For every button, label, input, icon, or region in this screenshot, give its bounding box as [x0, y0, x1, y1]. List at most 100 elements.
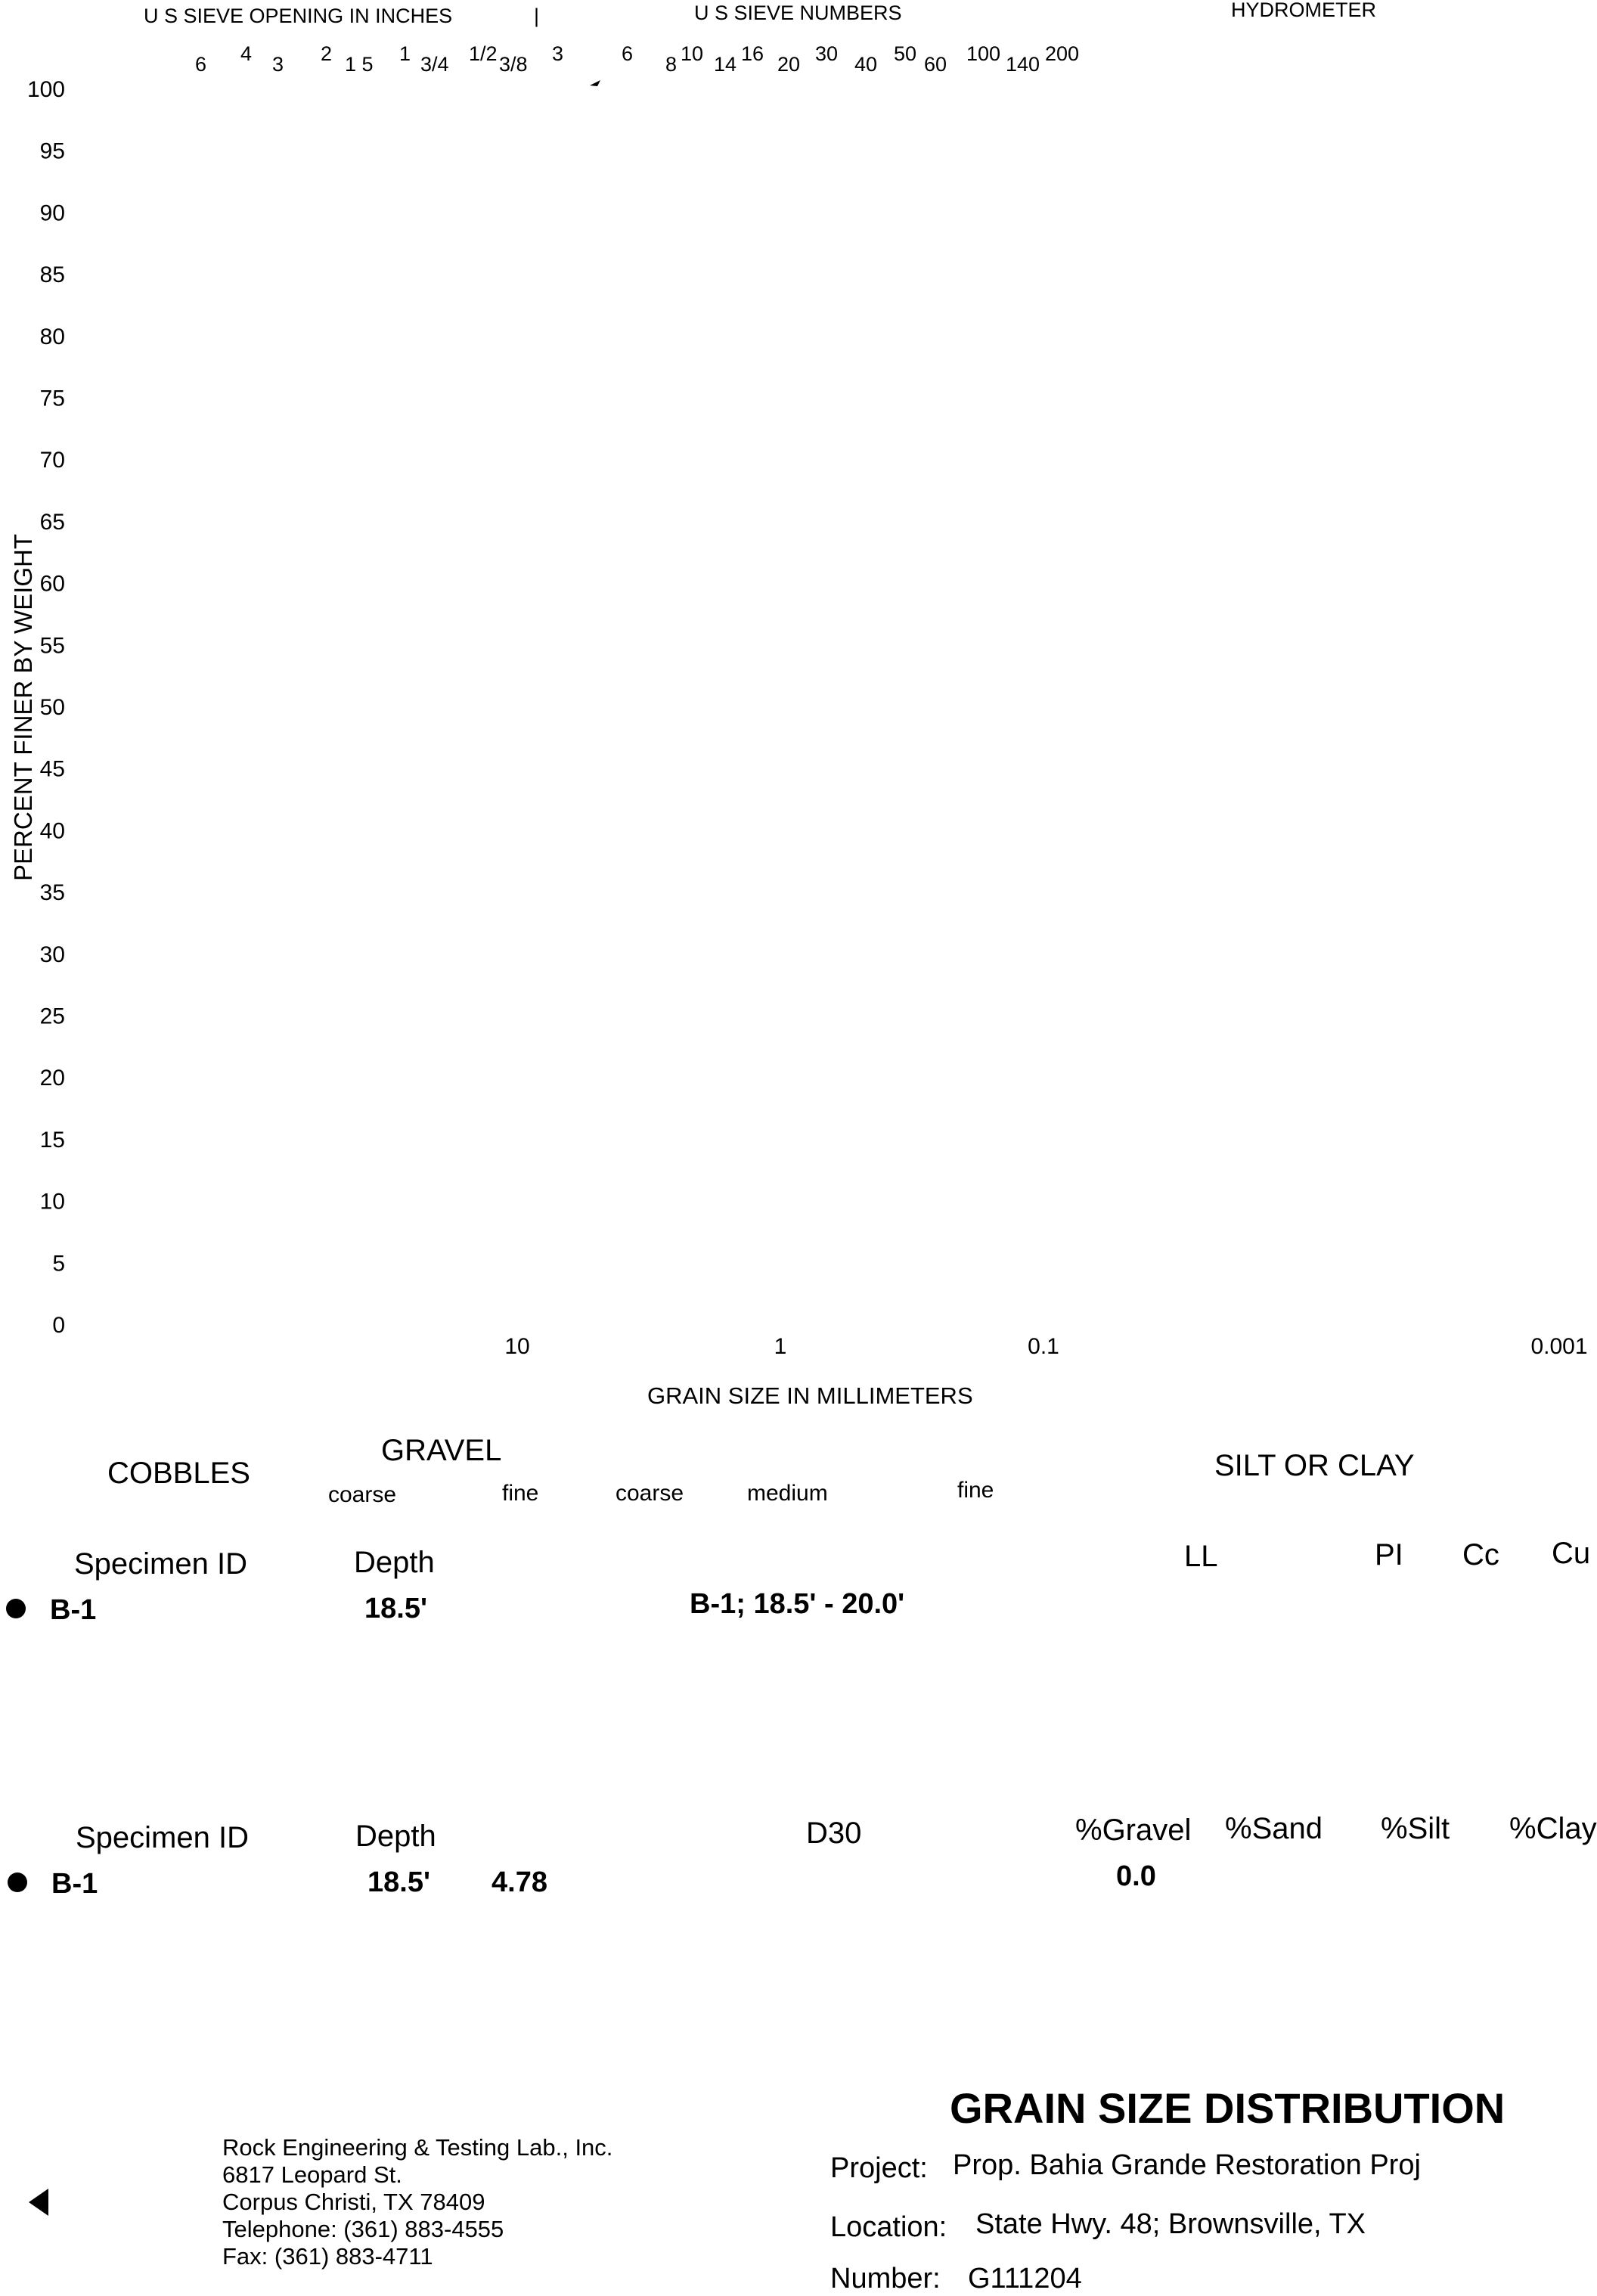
sieve-inch-label: 3/4 [420, 53, 449, 76]
sieve-number-label: 14 [714, 53, 737, 76]
sieve-inch-label: 6 [195, 53, 207, 76]
x-axis-label: GRAIN SIZE IN MILLIMETERS [647, 1382, 973, 1409]
table2-row-specimen-id: B-1 [51, 1868, 98, 1900]
table2-row-depth: 18.5' [367, 1866, 430, 1898]
table1-row-classification: B-1; 18.5' - 20.0' [690, 1588, 905, 1620]
company-street: 6817 Leopard St. [222, 2161, 402, 2188]
project-label: Project: [830, 2152, 928, 2184]
sieve-number-label: 30 [815, 42, 839, 65]
specimen-marker-dot [6, 1599, 26, 1618]
cobbles-label: COBBLES [107, 1457, 250, 1490]
y-tick-label: 70 [40, 448, 65, 473]
x-tick-label: 0.001 [1530, 1334, 1587, 1359]
table1-header-specimen-id: Specimen ID [74, 1547, 247, 1581]
sieve-separator: | [534, 5, 540, 27]
sieve-number-label: 16 [741, 42, 764, 65]
y-tick-label: 90 [40, 200, 65, 225]
sieve-numbers-label: U S SIEVE NUMBERS [694, 2, 902, 24]
sieve-number-label: 40 [854, 53, 878, 76]
company-fax: Fax: (361) 883-4711 [222, 2243, 433, 2270]
y-tick-label: 40 [40, 818, 65, 843]
location-label: Location: [830, 2211, 947, 2243]
table2-row-gravel: 0.0 [1116, 1860, 1156, 1892]
table1-header-cc: Cc [1462, 1538, 1499, 1572]
sieve-number-label: 60 [924, 53, 947, 76]
project-value: Prop. Bahia Grande Restoration Proj [953, 2149, 1421, 2181]
y-tick-label: 95 [40, 139, 65, 164]
y-tick-label: 75 [40, 386, 65, 411]
y-tick-label: 20 [40, 1066, 65, 1091]
company-name: Rock Engineering & Testing Lab., Inc. [222, 2134, 613, 2161]
y-tick-label: 65 [40, 510, 65, 535]
table1-header-ll: LL [1184, 1540, 1218, 1573]
gravel-label: GRAVEL [381, 1434, 502, 1467]
y-tick-label: 15 [40, 1128, 65, 1153]
y-tick-label: 50 [40, 695, 65, 720]
table1-header-pi: PI [1375, 1538, 1403, 1572]
x-ticks: 10 1 0.1 0.001 [504, 1334, 1587, 1359]
sieve-opening-inches-label: U S SIEVE OPENING IN INCHES [144, 5, 453, 27]
sieve-number-label: 6 [622, 42, 634, 65]
sieve-number-label: 20 [777, 53, 801, 76]
silt-clay-label: SILT OR CLAY [1214, 1449, 1415, 1482]
y-tick-label: 0 [52, 1313, 65, 1338]
sand-medium-label: medium [747, 1481, 828, 1506]
y-tick-label: 60 [40, 572, 65, 597]
company-city: Corpus Christi, TX 78409 [222, 2189, 485, 2215]
y-tick-label: 25 [40, 1004, 65, 1029]
table1-header-depth: Depth [354, 1546, 435, 1579]
sieve-number-label: 8 [665, 53, 678, 76]
number-value: G111204 [968, 2263, 1082, 2294]
y-tick-label: 30 [40, 942, 65, 967]
table1-header-cu: Cu [1552, 1537, 1591, 1570]
gravel-fine-label: fine [502, 1481, 539, 1506]
table1-row-specimen-id: B-1 [50, 1594, 97, 1626]
table2-header-depth: Depth [355, 1820, 436, 1853]
small-tick-mark [590, 80, 600, 86]
number-label: Number: [830, 2263, 941, 2294]
x-tick-label: 1 [774, 1334, 787, 1359]
location-value: State Hwy. 48; Brownsville, TX [975, 2208, 1366, 2240]
sieve-inch-label: 3/8 [499, 53, 528, 76]
sieve-number-label: 140 [1006, 53, 1040, 76]
sieve-inch-label: 3 [272, 53, 284, 76]
y-tick-label: 35 [40, 880, 65, 905]
sieve-inch-label: 4 [240, 42, 253, 65]
table2-header-silt: %Silt [1381, 1812, 1450, 1845]
y-ticks: 1009590858075706560555045403530252015105… [27, 77, 65, 1338]
report-title: GRAIN SIZE DISTRIBUTION [950, 2084, 1506, 2132]
sieve-number-label: 50 [894, 42, 917, 65]
sieve-number-label: 10 [681, 42, 704, 65]
back-arrow-icon [29, 2189, 48, 2216]
hydrometer-label: HYDROMETER [1231, 0, 1377, 21]
grain-size-chart: 1009590858075706560555045403530252015105… [27, 77, 1588, 1359]
table2-row-d100: 4.78 [492, 1866, 547, 1898]
sieve-inch-label: 1 5 [345, 53, 374, 76]
sieve-inch-label: 1 [399, 42, 411, 65]
x-tick-label: 10 [504, 1334, 529, 1359]
sieve-inch-label: 1/2 [469, 42, 498, 65]
y-tick-label: 85 [40, 262, 65, 287]
y-tick-label: 45 [40, 757, 65, 782]
sand-coarse-label: coarse [616, 1481, 684, 1506]
y-tick-label: 100 [27, 77, 65, 102]
sand-fine-label: fine [957, 1478, 994, 1503]
gravel-coarse-label: coarse [328, 1482, 397, 1507]
sieve-inch-label: 3 [552, 42, 564, 65]
y-tick-label: 10 [40, 1190, 65, 1215]
table2-header-clay: %Clay [1509, 1812, 1597, 1845]
x-tick-label: 0.1 [1028, 1334, 1059, 1359]
sieve-number-label: 200 [1045, 42, 1080, 65]
table2-header-sand: %Sand [1225, 1812, 1323, 1845]
table1-row-depth: 18.5' [364, 1593, 427, 1624]
y-tick-label: 55 [40, 633, 65, 658]
table2-header-specimen-id: Specimen ID [76, 1821, 249, 1854]
specimen-marker-dot [8, 1872, 27, 1892]
sieve-number-label: 100 [966, 42, 1001, 65]
table2-header-d30: D30 [806, 1817, 862, 1850]
y-tick-label: 80 [40, 324, 65, 349]
table2-header-gravel: %Gravel [1075, 1814, 1192, 1847]
company-telephone: Telephone: (361) 883-4555 [222, 2216, 504, 2242]
y-tick-label: 5 [52, 1251, 65, 1276]
sieve-inch-label: 2 [321, 42, 333, 65]
